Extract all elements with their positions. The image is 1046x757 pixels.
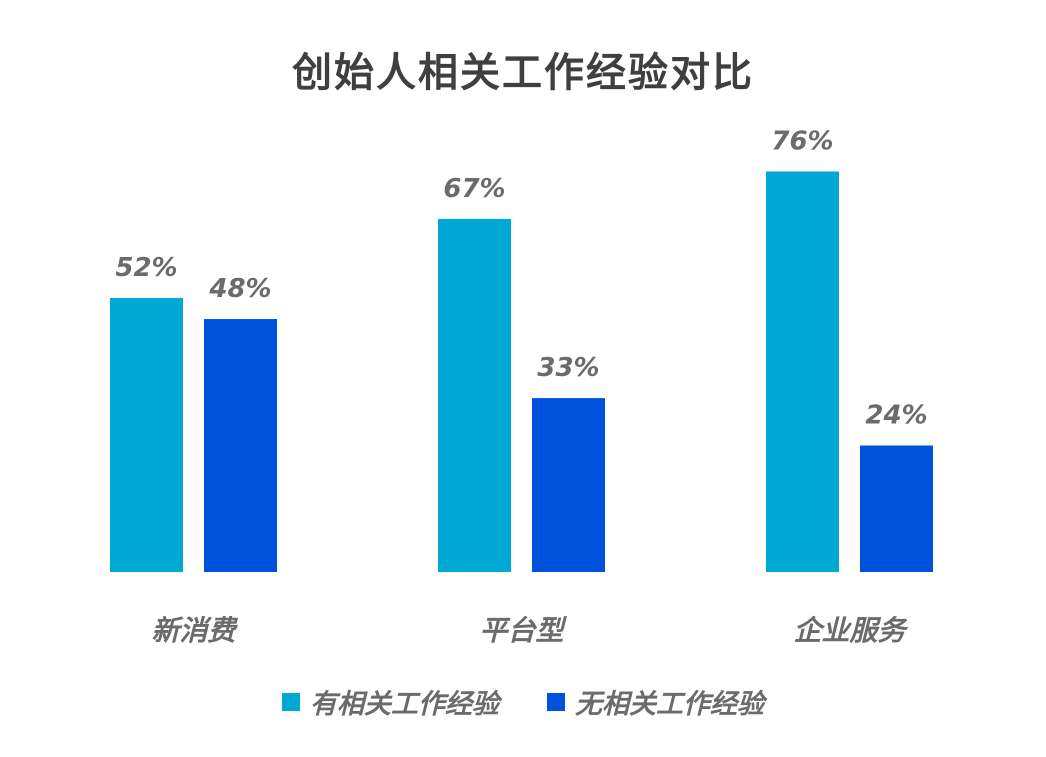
legend-label-with-experience: 有相关工作经验	[310, 689, 499, 720]
bar-with-experience-3	[766, 171, 839, 573]
bar-without-experience-3	[860, 445, 933, 572]
value-label-without-experience-3: 24%	[865, 401, 927, 431]
legend-item-without-experience: 无相关工作经验	[547, 682, 764, 721]
category-label-2: 平台型	[479, 614, 567, 647]
chart-title: 创始人相关工作经验对比	[292, 50, 754, 96]
bar-without-experience-2	[532, 398, 605, 572]
value-labels-layer: 52% 48% 67% 33% 76% 24%	[115, 126, 927, 430]
value-label-with-experience-3: 76%	[771, 126, 833, 156]
bar-with-experience-1	[110, 297, 183, 572]
legend-item-with-experience: 有相关工作经验	[282, 682, 499, 721]
category-label-3: 企业服务	[793, 614, 909, 647]
bars-layer	[110, 171, 933, 573]
value-label-with-experience-1: 52%	[115, 253, 177, 283]
legend-label-without-experience: 无相关工作经验	[575, 689, 764, 720]
legend-swatch-with-experience	[282, 692, 300, 711]
bar-without-experience-1	[204, 319, 277, 572]
value-label-without-experience-1: 48%	[208, 274, 271, 304]
legend-swatch-without-experience	[547, 692, 565, 711]
value-label-without-experience-2: 33%	[537, 353, 599, 383]
bar-with-experience-2	[438, 218, 511, 572]
category-labels-layer: 新消费 平台型 企业服务	[151, 614, 909, 647]
legend: 有相关工作经验 无相关工作经验	[0, 682, 1046, 721]
category-label-1: 新消费	[151, 614, 238, 647]
value-label-with-experience-2: 67%	[443, 174, 505, 204]
